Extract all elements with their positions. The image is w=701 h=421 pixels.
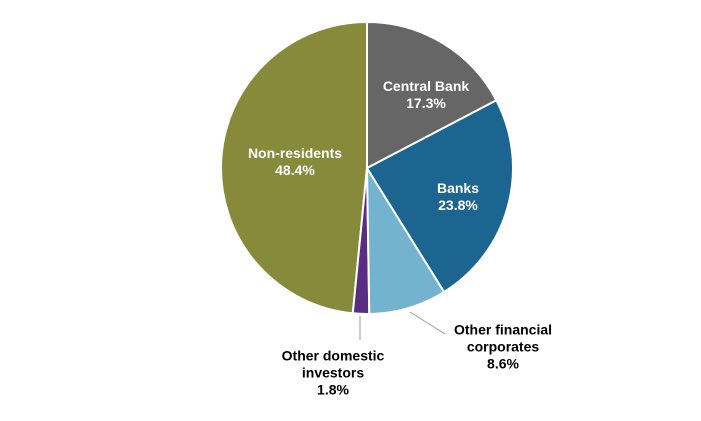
label-name: Banks	[436, 180, 480, 196]
label-name: Other domestic investors	[281, 347, 385, 381]
label-name: Central Bank	[382, 78, 470, 94]
pie-slice	[365, 98, 514, 294]
slice-label: Banks 23.8%	[403, 180, 513, 214]
label-name: Non-residents	[247, 145, 343, 161]
slice-label: Non-residents 48.4%	[230, 145, 360, 179]
label-value: 48.4%	[275, 162, 315, 178]
slice-label: Central Bank 17.3%	[371, 78, 481, 112]
leader-line	[409, 311, 446, 335]
slice-label: Other domestic investors 1.8%	[278, 348, 388, 399]
label-name: Other financial corporates	[453, 321, 553, 355]
pie-slice	[366, 20, 498, 170]
label-value: 1.8%	[317, 381, 349, 398]
slice-label: Other financial corporates 8.6%	[443, 322, 563, 373]
pie-slice	[220, 20, 368, 315]
label-value: 23.8%	[438, 197, 478, 213]
label-value: 8.6%	[487, 355, 519, 372]
label-value: 17.3%	[406, 95, 446, 111]
